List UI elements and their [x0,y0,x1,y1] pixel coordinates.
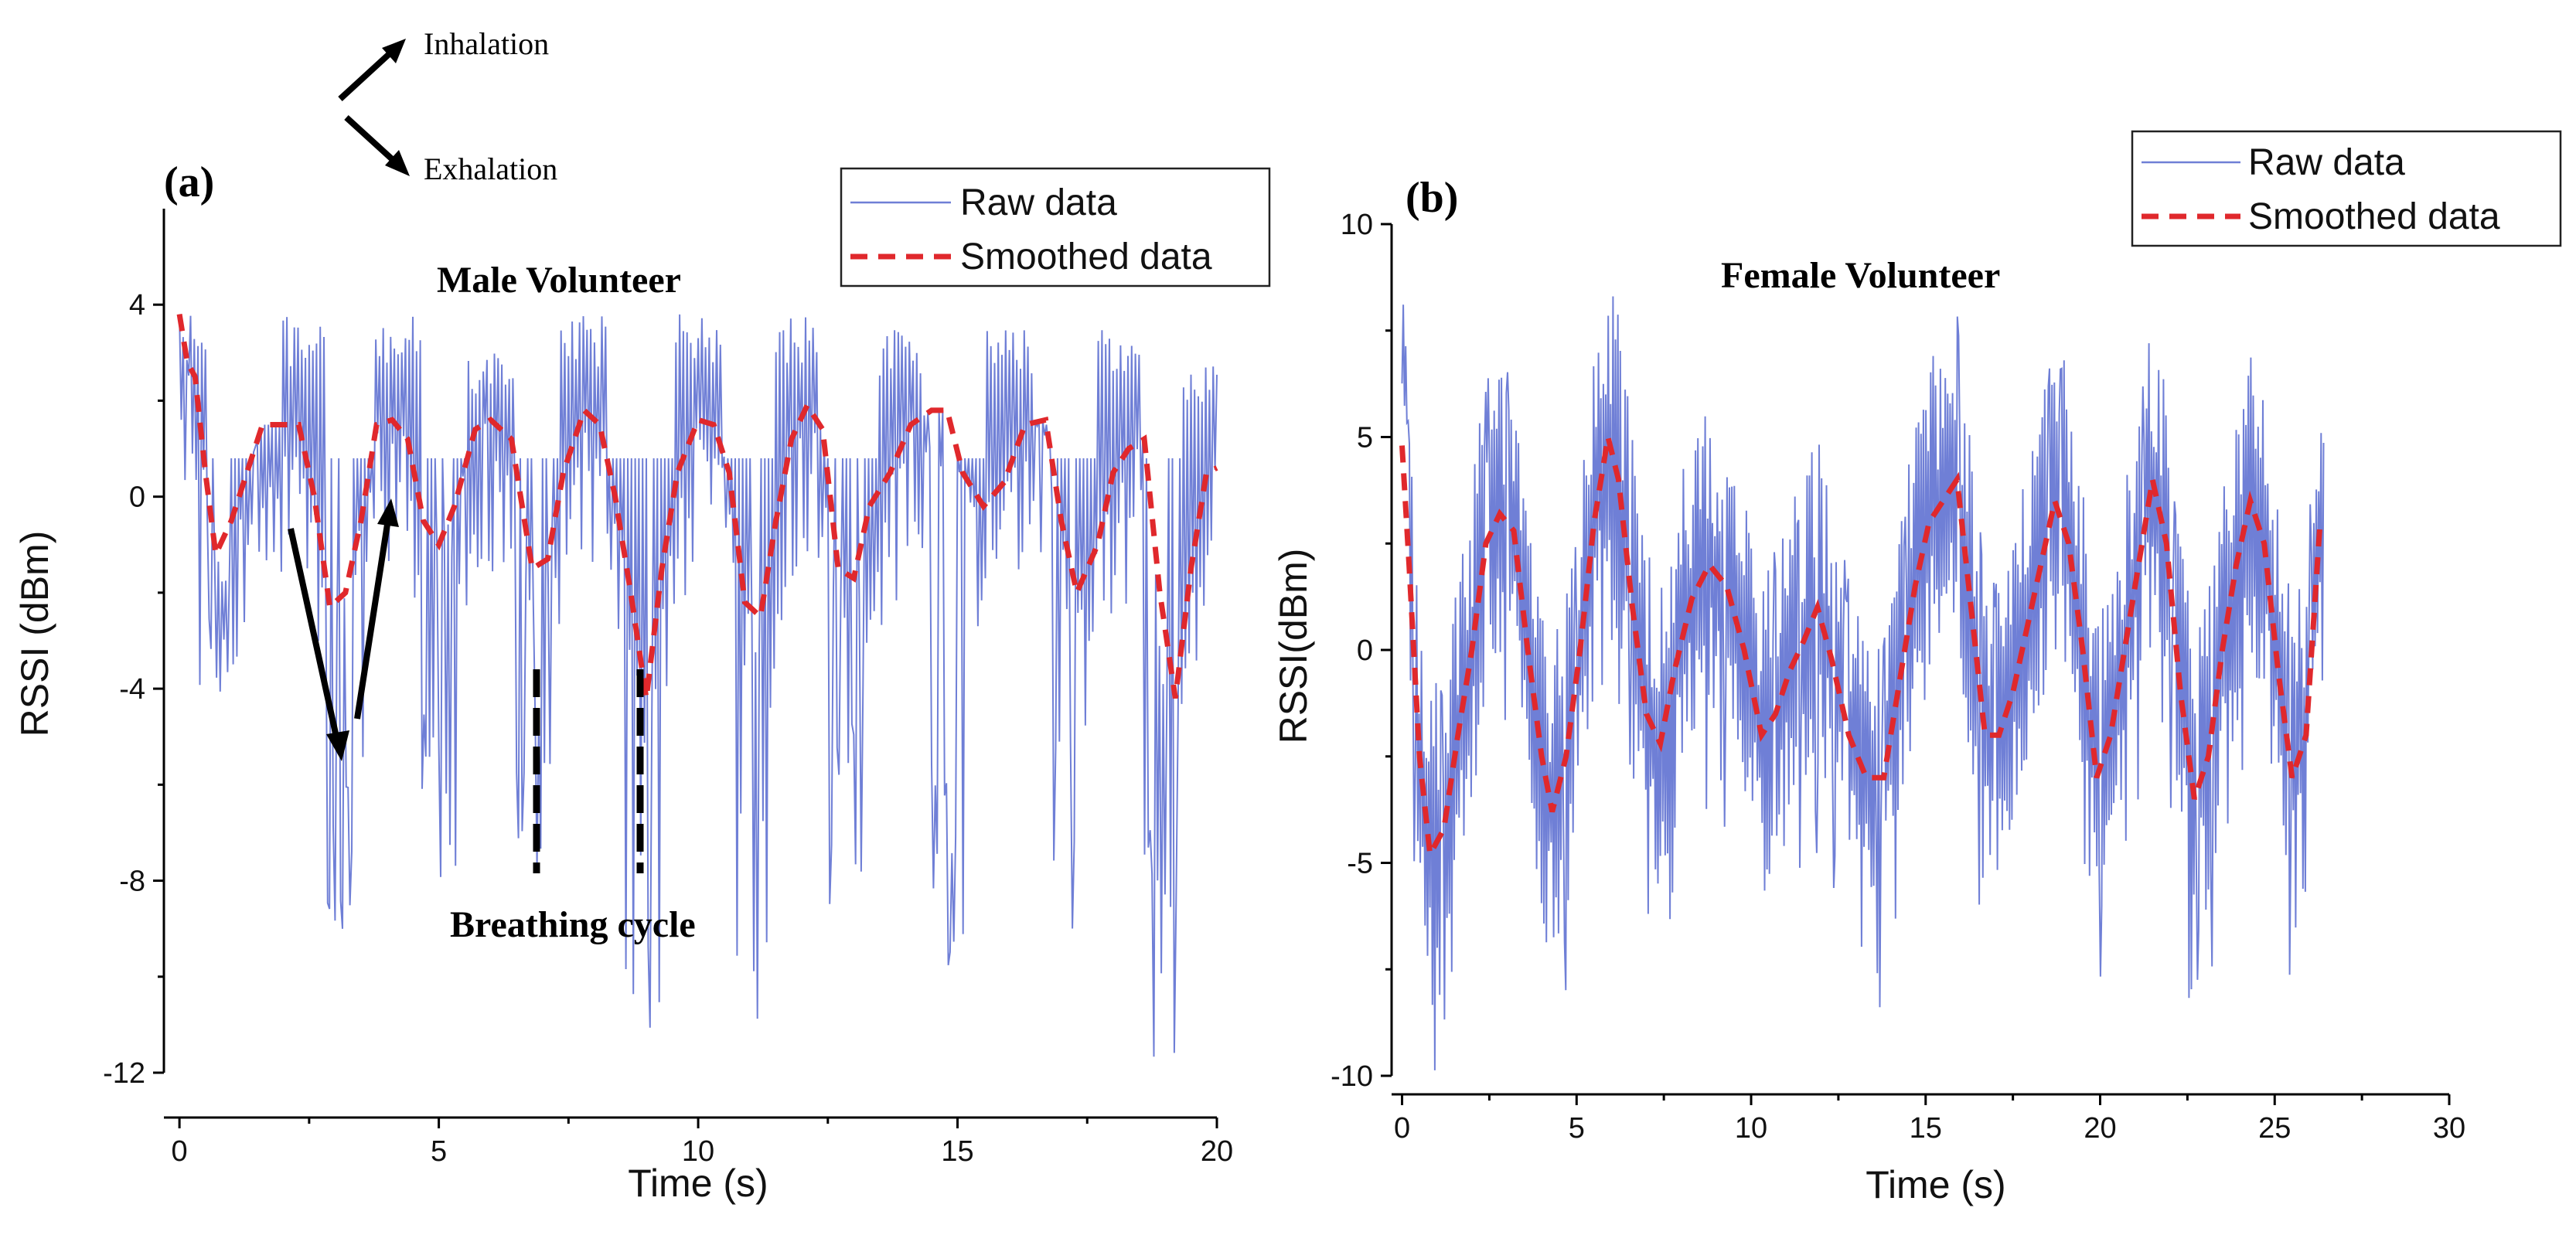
panel-b-legend-box [2131,130,2562,247]
panel-a: (a) Male Volunteer -12 -8 -4 0 4 0 5 10 15 20 Tim… [13,158,1271,1205]
panel-b-xtick-label: 30 [2433,1112,2465,1145]
inhale-arrow-a-head [377,498,399,527]
panel-b-smoothed-series [1399,436,2323,864]
panel-b-xlabel: Time (s) [1866,1163,2005,1206]
panel-a-xlabel: Time (s) [628,1162,768,1205]
panel-b-ytick-label: 5 [1357,422,1373,454]
panel-a-ytick-label: -4 [119,673,145,706]
panel-b-ticks: -10 -5 0 5 10 0 5 10 15 20 25 30 [1331,209,2465,1145]
exhale-arrow-a [288,528,340,741]
panel-b-xtick-label: 15 [1910,1112,1942,1145]
panel-a-ytick-label: -8 [119,866,145,898]
panel-b-ytick-label: -10 [1331,1060,1373,1093]
panel-b-xtick-label: 10 [1735,1112,1767,1145]
panel-a-axes [162,209,1217,1119]
panel-b-ylabel: RSSI(dBm) [1272,549,1315,744]
respiration-legend-annotation: Inhalation Exhalation [338,26,557,186]
panel-a-label: (a) [164,158,214,206]
panel-b-legend: Raw data Smoothed data [2131,130,2562,247]
panel-b-title: Female Volunteer [1721,255,2000,296]
panel-a-xtick-label: 20 [1201,1135,1233,1168]
panel-b-ytick-label: -5 [1347,848,1373,880]
panel-b-ytick-label: 10 [1341,209,1373,241]
panel-b-xtick-label: 5 [1569,1112,1585,1145]
panel-a-ticks: -12 -8 -4 0 4 0 5 10 15 20 [103,289,1233,1168]
panel-b-label: (b) [1406,174,1458,222]
panel-b-ytick-label: 0 [1357,635,1373,667]
panel-b-smoothed-line [1399,436,2323,864]
panel-a-xtick-label: 0 [172,1135,188,1168]
panel-a-smoothed-line [176,314,1218,699]
panel-a-raw-series [179,314,1218,1057]
panel-a-ytick-label: -12 [103,1057,145,1090]
panel-a-legend: Raw data Smoothed data [840,167,1271,287]
exhalation-arrow [344,115,401,168]
exhale-arrow-a-head [326,730,349,761]
exhalation-arrow-head [385,150,410,176]
panel-a-title: Male Volunteer [437,260,681,301]
breathing-cycle-label: Breathing cycle [450,904,696,945]
panel-b-xtick-label: 20 [2084,1112,2116,1145]
panel-a-xtick-label: 5 [431,1135,447,1168]
panel-a-ylabel: RSSI (dBm) [13,531,56,737]
panel-b: (b) Female Volunteer -10 -5 0 5 10 0 5 10 15 20 25… [1272,130,2562,1206]
panel-b-legend-smoothed-label: Smoothed data [2248,196,2500,237]
panel-a-ytick-label: 0 [129,481,145,514]
panel-b-raw-line [1401,296,2325,1070]
panel-a-xtick-label: 15 [941,1135,973,1168]
panel-a-legend-raw-label: Raw data [960,182,1117,223]
panel-a-legend-smoothed-label: Smoothed data [960,236,1212,277]
inhalation-label: Inhalation [424,26,549,61]
panel-a-ytick-label: 4 [129,289,145,322]
inhalation-arrow [338,46,398,101]
panel-a-xtick-label: 10 [682,1135,714,1168]
panel-a-raw-line [179,314,1218,1057]
panel-a-smoothed-series [176,314,1218,699]
inhale-arrow-a [354,519,391,720]
panel-b-xtick-label: 25 [2258,1112,2291,1145]
panel-b-legend-raw-label: Raw data [2248,142,2405,183]
panel-a-legend-box [840,167,1271,287]
panel-b-raw-series [1401,296,2325,1070]
inhalation-arrow-head [382,39,406,63]
panel-b-axes [1390,224,2449,1096]
exhalation-label: Exhalation [424,151,557,186]
panel-b-xtick-label: 0 [1394,1112,1410,1145]
